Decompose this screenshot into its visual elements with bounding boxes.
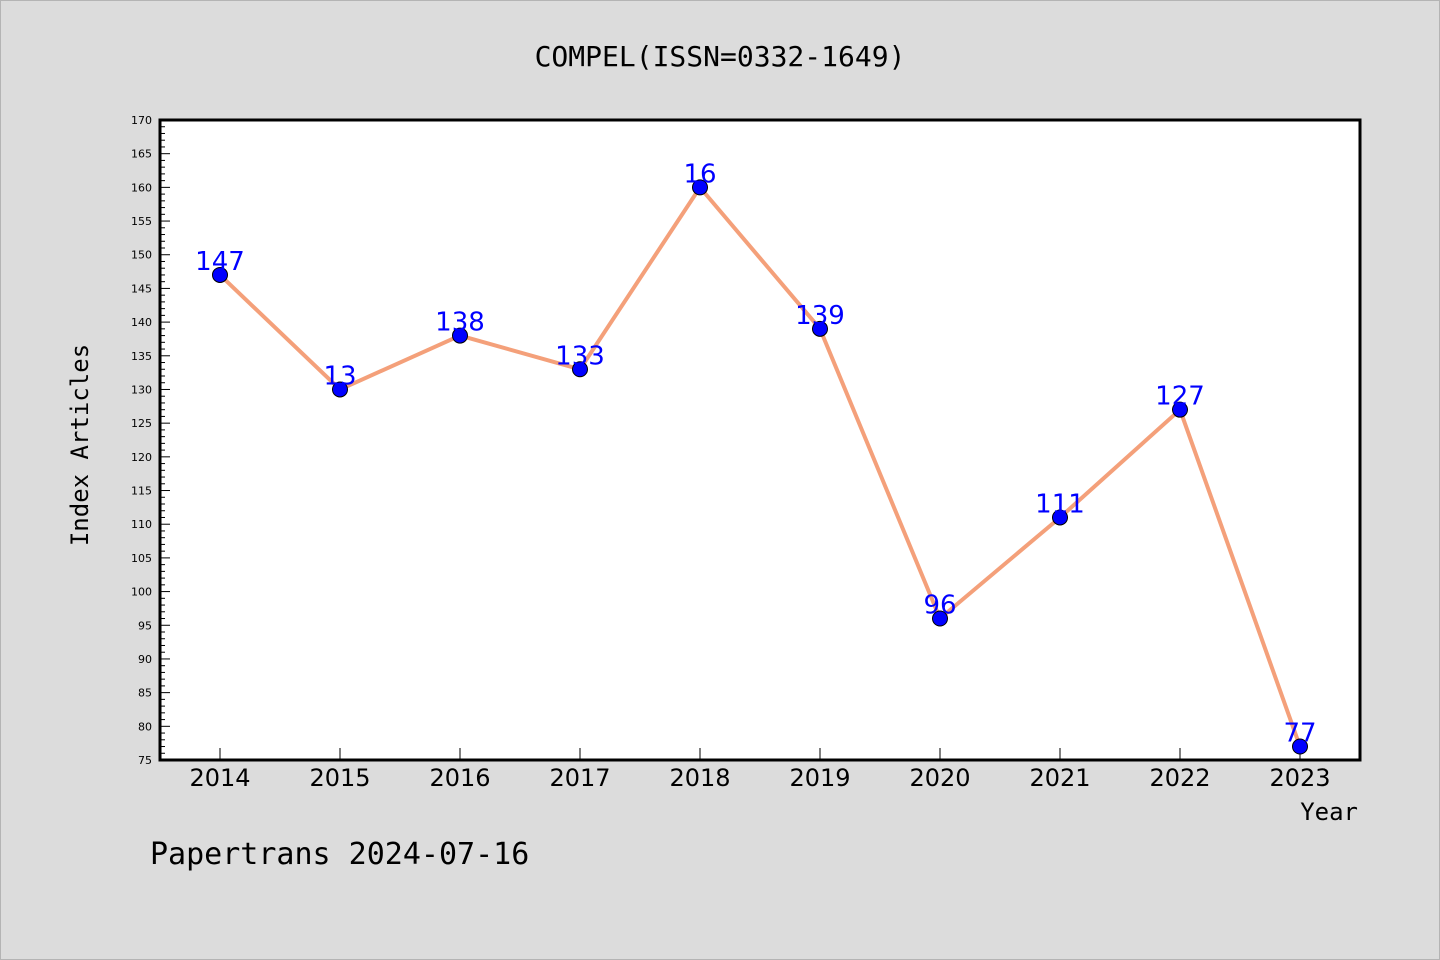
data-point: [1292, 738, 1308, 755]
series-group: 147 13 138 133 16 139 96 111 127 77: [195, 159, 1317, 755]
y-tick-label: 150: [131, 249, 152, 262]
data-point: [212, 266, 228, 283]
chart-title: COMPEL(ISSN=0332-1649): [535, 40, 906, 73]
data-label: 127: [1155, 382, 1205, 412]
y-tick-label: 165: [131, 148, 152, 161]
x-axis-label: Year: [1300, 798, 1358, 826]
x-tick-label: 2016: [429, 764, 490, 792]
data-label: 147: [195, 247, 245, 277]
y-tick-label: 80: [138, 720, 152, 733]
y-tick-label: 125: [131, 417, 152, 430]
y-tick-label: 145: [131, 282, 152, 295]
y-tick-label: 95: [138, 619, 152, 632]
x-tick-label: 2019: [789, 764, 850, 792]
y-tick-label: 75: [138, 754, 152, 767]
y-axis-ticks: 75 80 85 90 95 100 105 110 115 120 125 130 135 140 145…: [131, 114, 170, 767]
x-tick-label: 2021: [1029, 764, 1090, 792]
plot-area: [158, 118, 1362, 762]
data-label: 111: [1035, 489, 1085, 519]
x-tick-label: 2020: [909, 764, 970, 792]
x-tick-label: 2015: [309, 764, 370, 792]
data-point: [692, 179, 708, 196]
y-tick-label: 105: [131, 552, 152, 565]
y-tick-label: 160: [131, 181, 152, 194]
data-point: [812, 320, 828, 337]
y-tick-label: 110: [131, 518, 152, 531]
data-point: [1172, 401, 1188, 418]
data-label: 77: [1283, 719, 1316, 749]
y-tick-label: 130: [131, 383, 152, 396]
data-label: 138: [435, 308, 485, 338]
x-tick-label: 2014: [189, 764, 250, 792]
data-point: [452, 327, 468, 344]
y-axis-label: Index Articles: [66, 344, 94, 546]
data-point: [932, 610, 948, 627]
y-tick-label: 90: [138, 653, 152, 666]
x-tick-label: 2018: [669, 764, 730, 792]
y-tick-label: 115: [131, 485, 152, 498]
y-tick-label: 135: [131, 350, 152, 363]
x-tick-label: 2023: [1269, 764, 1330, 792]
data-label: 133: [555, 341, 605, 371]
data-label: 139: [795, 301, 845, 331]
data-label: 16: [683, 159, 716, 189]
data-point: [332, 381, 348, 398]
y-tick-label: 155: [131, 215, 152, 228]
y-tick-label: 120: [131, 451, 152, 464]
data-point: [572, 361, 588, 378]
y-tick-label: 100: [131, 586, 152, 599]
series-line: [218, 185, 1302, 748]
x-axis-ticks: 2014 2015 2016 2017 2018 2019 2020 2021 2022 2023: [189, 748, 1331, 792]
data-label: 96: [923, 591, 956, 621]
x-tick-label: 2017: [549, 764, 610, 792]
x-tick-label: 2022: [1149, 764, 1210, 792]
footer-stamp: Papertrans 2024-07-16: [150, 837, 529, 872]
y-tick-label: 85: [138, 687, 152, 700]
y-tick-label: 170: [131, 114, 152, 127]
data-label: 13: [323, 361, 356, 391]
data-point: [1052, 509, 1068, 526]
y-tick-label: 140: [131, 316, 152, 329]
